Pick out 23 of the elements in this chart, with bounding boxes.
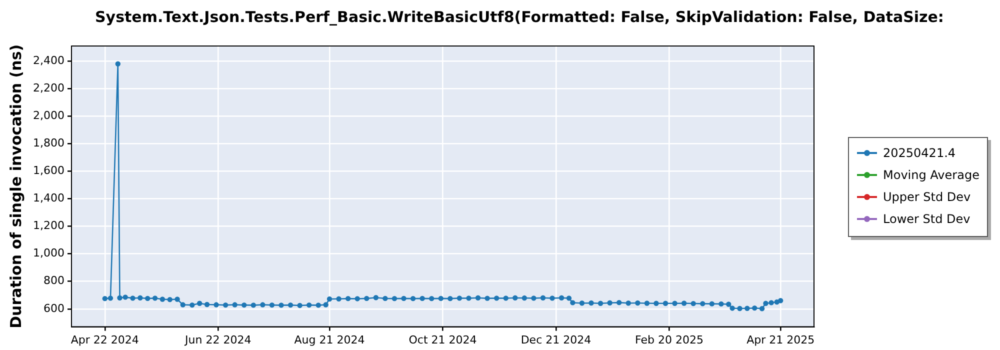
x-tick-label: Dec 21 2024 bbox=[520, 333, 592, 346]
y-tick-label: 1,800 bbox=[32, 136, 64, 150]
y-tick-label: 2,400 bbox=[32, 54, 64, 67]
chart-title: System.Text.Json.Tests.Perf_Basic.WriteBasicUtf8(Formatted: False, SkipValidation: False, DataSize: bbox=[95, 8, 944, 26]
y-tick-label: 1,600 bbox=[32, 164, 64, 178]
y-tick-label: 1,400 bbox=[32, 192, 64, 205]
x-tick-label: Aug 21 2024 bbox=[294, 333, 365, 346]
y-tick-label: 600 bbox=[43, 302, 64, 315]
legend-label: Lower Std Dev bbox=[883, 212, 970, 226]
x-tick-label: Jun 22 2024 bbox=[184, 333, 252, 346]
y-tick-label: 2,000 bbox=[32, 109, 64, 122]
y-tick-label: 800 bbox=[43, 274, 64, 288]
y-tick-label: 2,200 bbox=[32, 82, 64, 95]
x-tick-label: Feb 20 2025 bbox=[634, 333, 704, 346]
x-tick-label: Apr 22 2024 bbox=[70, 333, 139, 346]
legend-label: Upper Std Dev bbox=[883, 190, 971, 204]
legend-label: 20250421.4 bbox=[883, 146, 956, 160]
x-tick-label: Apr 21 2025 bbox=[746, 333, 815, 346]
y-tick-label: 1,200 bbox=[32, 219, 64, 232]
legend-label: Moving Average bbox=[883, 168, 980, 182]
y-axis-title: Duration of single invocation (ns) bbox=[6, 44, 25, 328]
y-tick-label: 1,000 bbox=[32, 246, 64, 260]
x-tick-label: Oct 21 2024 bbox=[408, 333, 477, 346]
